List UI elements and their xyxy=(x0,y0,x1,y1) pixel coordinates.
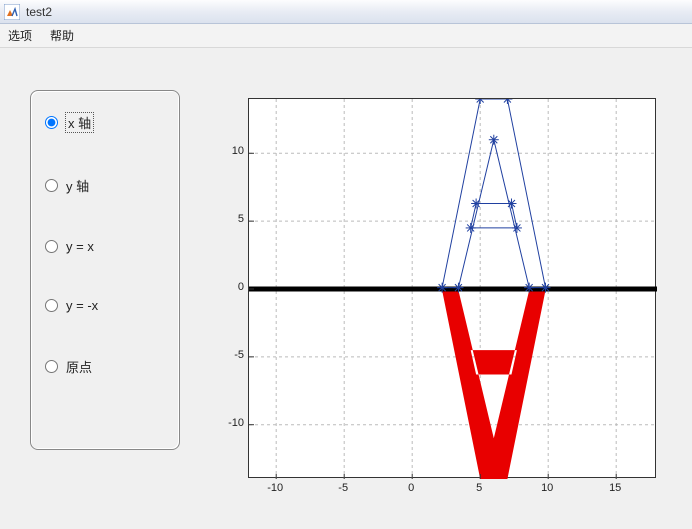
radio-panel: x 轴 y 轴 y = x y = -x 原点 xyxy=(30,90,180,450)
menubar: 选项 帮助 xyxy=(0,24,692,48)
radio-y-eq-x[interactable]: y = x xyxy=(45,239,165,254)
radio-y-eq-negx-label: y = -x xyxy=(66,298,98,313)
radio-y-axis[interactable]: y 轴 xyxy=(45,176,165,195)
radio-y-eq-negx-input[interactable] xyxy=(45,299,58,312)
radio-y-eq-negx[interactable]: y = -x xyxy=(45,298,165,313)
menu-help[interactable]: 帮助 xyxy=(50,27,74,44)
xtick-label: 15 xyxy=(600,482,630,494)
ytick-label: 0 xyxy=(204,281,244,293)
radio-x-axis-input[interactable] xyxy=(45,116,58,129)
xtick-label: 0 xyxy=(396,482,426,494)
radio-origin[interactable]: 原点 xyxy=(45,357,165,376)
menu-options[interactable]: 选项 xyxy=(8,27,32,44)
xtick-label: -5 xyxy=(328,482,358,494)
radio-y-axis-input[interactable] xyxy=(45,179,58,192)
axes xyxy=(248,98,656,478)
radio-y-eq-x-label: y = x xyxy=(66,239,94,254)
matlab-icon xyxy=(4,4,20,20)
xtick-label: 10 xyxy=(532,482,562,494)
xtick-label: -10 xyxy=(260,482,290,494)
ytick-label: 10 xyxy=(204,145,244,157)
radio-x-axis[interactable]: x 轴 xyxy=(45,113,165,132)
radio-y-axis-label: y 轴 xyxy=(66,176,89,195)
window-title: test2 xyxy=(26,5,52,19)
radio-y-eq-x-input[interactable] xyxy=(45,240,58,253)
xtick-label: 5 xyxy=(464,482,494,494)
plot-area: -10 -5 0 5 10 -10 -5 0 5 10 15 xyxy=(200,88,670,528)
titlebar: test2 xyxy=(0,0,692,24)
content: x 轴 y 轴 y = x y = -x 原点 -10 -5 0 5 10 -10 -5 0… xyxy=(0,48,692,529)
radio-origin-input[interactable] xyxy=(45,360,58,373)
plot-svg xyxy=(249,99,657,479)
ytick-label: -5 xyxy=(204,349,244,361)
radio-x-axis-label: x 轴 xyxy=(66,113,93,132)
radio-origin-label: 原点 xyxy=(66,357,92,376)
ytick-label: -10 xyxy=(204,417,244,429)
ytick-label: 5 xyxy=(204,213,244,225)
